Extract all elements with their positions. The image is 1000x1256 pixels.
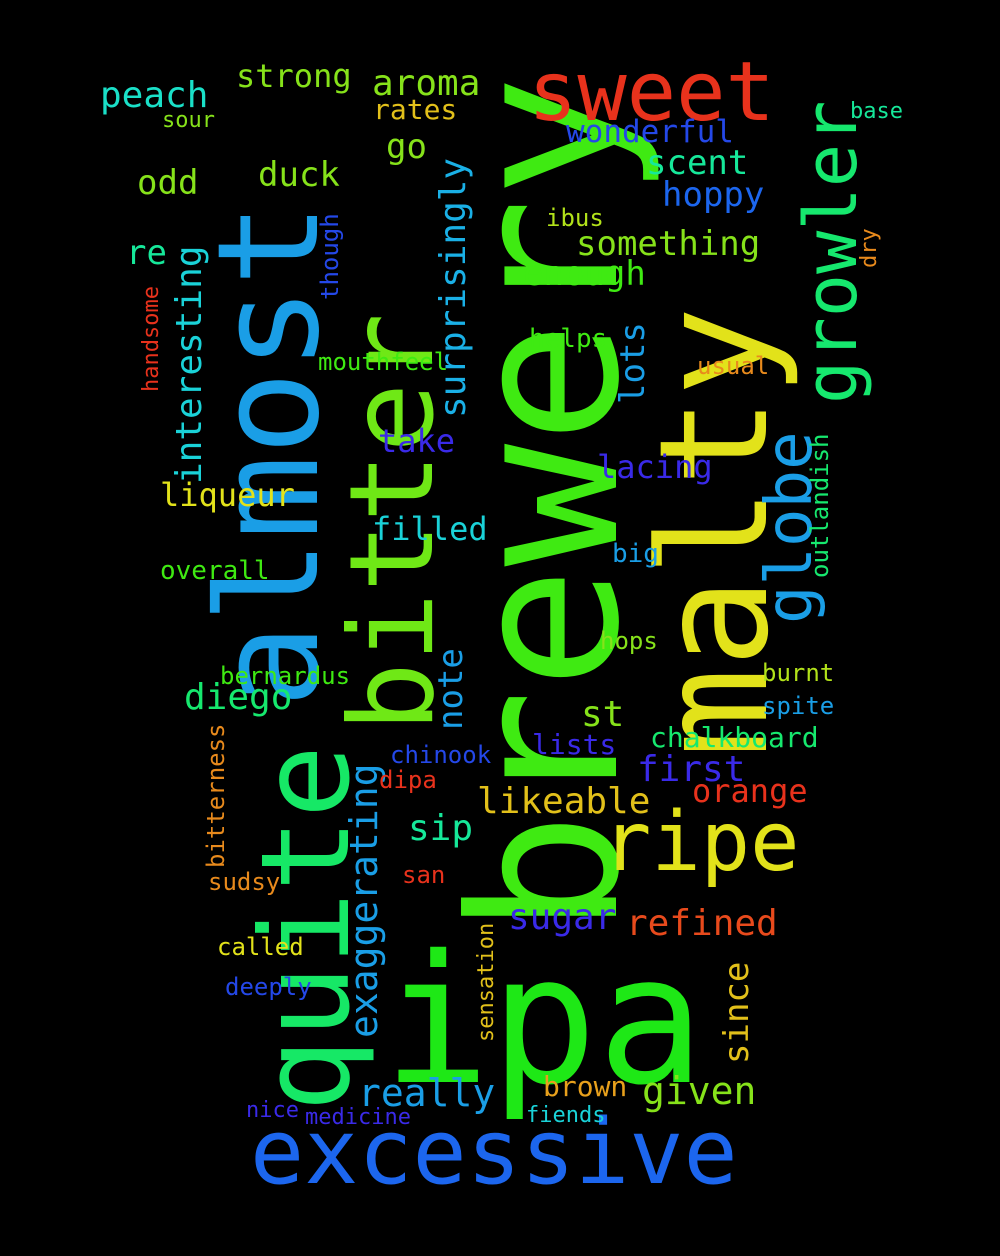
word: st (581, 694, 625, 735)
word: burnt (762, 659, 835, 687)
word: medicine (305, 1105, 411, 1130)
word: bernardus (220, 662, 351, 690)
word: diego (184, 677, 293, 718)
word: likeable (477, 781, 651, 822)
word: though (316, 213, 344, 300)
word: fiends (526, 1103, 606, 1128)
word: really (358, 1071, 496, 1115)
word: strong (236, 57, 352, 95)
word: chalkboard (650, 721, 819, 754)
word: orange (692, 772, 808, 810)
word: go (386, 127, 427, 167)
word: rates (373, 93, 458, 126)
word: scent (646, 143, 749, 183)
word: ripe (602, 795, 800, 890)
word: filled (372, 510, 488, 548)
word: peach (100, 75, 209, 116)
word: helps (529, 324, 608, 354)
word: duck (258, 155, 340, 195)
word: ipa (383, 917, 705, 1124)
word: something (576, 224, 761, 264)
word: refined (626, 903, 778, 944)
word: first (637, 749, 746, 790)
word: since (717, 961, 757, 1064)
word: interesting (169, 245, 210, 484)
word: sweet (528, 45, 775, 140)
word: liqueur (160, 476, 295, 514)
word: big (612, 539, 659, 569)
word: called (217, 933, 304, 961)
word: take (378, 422, 456, 460)
word: handsome (139, 286, 164, 392)
word: lacing (597, 448, 713, 486)
word: hops (600, 627, 658, 655)
word: surprisingly (433, 157, 474, 418)
word: usual (697, 352, 770, 380)
word: enough (523, 254, 646, 294)
word: hoppy (662, 175, 765, 215)
word: san (402, 861, 446, 889)
word: ibus (546, 204, 604, 232)
word: sip (408, 808, 474, 849)
word: note (431, 648, 471, 730)
word: re (126, 233, 167, 273)
word: lists (532, 728, 617, 761)
word: wonderful (566, 114, 734, 150)
word: mouthfeel (318, 348, 449, 376)
word: nice (246, 1098, 299, 1123)
word: overall (160, 556, 270, 586)
word: dry (857, 228, 882, 268)
word: base (850, 99, 903, 124)
word: lots (613, 322, 653, 404)
word: brown (543, 1070, 628, 1103)
word: excessive (250, 1100, 738, 1205)
word: chinook (390, 741, 492, 769)
word: sudsy (208, 868, 281, 896)
word: sugar (508, 897, 617, 938)
word: exaggerating (342, 763, 386, 1038)
word: dipa (379, 766, 437, 794)
word: spite (762, 692, 835, 720)
word: bitterness (202, 723, 230, 869)
word: sour (162, 108, 215, 133)
word: outlandish (806, 433, 834, 579)
word: sensation (474, 922, 499, 1042)
word: deeply (225, 973, 312, 1001)
word: odd (137, 163, 199, 203)
word: aroma (372, 63, 481, 104)
word: given (642, 1069, 757, 1113)
